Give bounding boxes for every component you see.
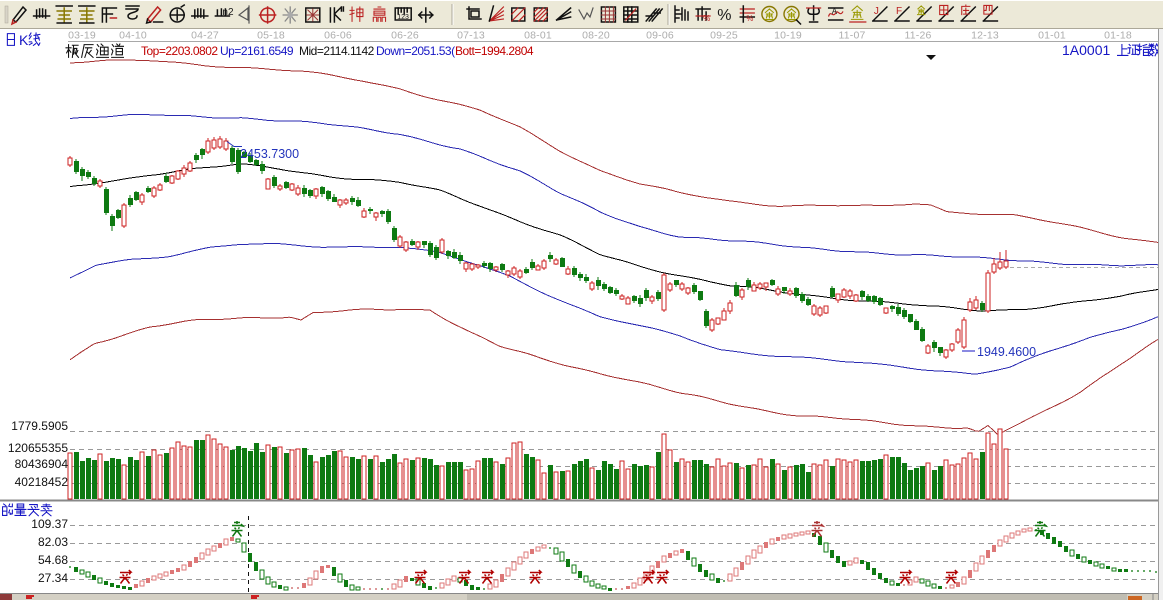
- svg-text:08-20: 08-20: [582, 30, 610, 42]
- svg-text:03-19: 03-19: [68, 30, 96, 42]
- svg-text:A: A: [832, 7, 838, 16]
- svg-text:Bott=1994.2804: Bott=1994.2804: [455, 44, 534, 58]
- svg-text:09-25: 09-25: [710, 30, 738, 42]
- svg-text:06-26: 06-26: [391, 30, 419, 42]
- svg-text:%: %: [746, 14, 753, 23]
- svg-text:11-26: 11-26: [904, 30, 931, 42]
- svg-text:1949.4600: 1949.4600: [977, 345, 1036, 359]
- svg-text:%: %: [717, 7, 731, 24]
- svg-text:Up=2161.6549: Up=2161.6549: [220, 44, 294, 58]
- svg-text:%: %: [703, 14, 710, 23]
- svg-text:01-01: 01-01: [1038, 30, 1066, 42]
- svg-text:12-13: 12-13: [971, 30, 999, 42]
- svg-text:82.03: 82.03: [38, 535, 68, 549]
- svg-text:04-27: 04-27: [191, 30, 219, 42]
- svg-text:01-18: 01-18: [1104, 30, 1132, 42]
- svg-text:09-06: 09-06: [646, 30, 674, 42]
- svg-text:2453.7300: 2453.7300: [240, 147, 299, 161]
- svg-text:27.34: 27.34: [38, 571, 68, 585]
- svg-text:11-07: 11-07: [838, 30, 865, 42]
- svg-text:K: K: [19, 32, 29, 48]
- svg-text:04-10: 04-10: [119, 30, 147, 42]
- svg-text:08-01: 08-01: [524, 30, 552, 42]
- svg-text:10-19: 10-19: [774, 30, 802, 42]
- svg-text:J: J: [874, 6, 879, 17]
- svg-text:120655355: 120655355: [8, 441, 68, 455]
- svg-text:Top=2203.0802: Top=2203.0802: [141, 44, 218, 58]
- svg-text:54.68: 54.68: [38, 553, 68, 567]
- svg-text:07-13: 07-13: [457, 30, 485, 42]
- svg-text:n2: n2: [222, 7, 234, 18]
- svg-text:1779.5905: 1779.5905: [11, 419, 68, 433]
- svg-text:Mid=2114.1142: Mid=2114.1142: [299, 44, 375, 58]
- svg-text:40218452: 40218452: [15, 475, 69, 489]
- svg-text:06-06: 06-06: [324, 30, 352, 42]
- svg-text:109.37: 109.37: [31, 517, 68, 531]
- svg-text:80436904: 80436904: [15, 457, 69, 471]
- svg-text:1A0001: 1A0001: [1062, 42, 1110, 58]
- svg-text:05-18: 05-18: [257, 30, 285, 42]
- svg-text:F: F: [896, 6, 902, 17]
- svg-text:Down=2051.53(: Down=2051.53(: [376, 44, 455, 58]
- svg-text:123: 123: [397, 14, 409, 21]
